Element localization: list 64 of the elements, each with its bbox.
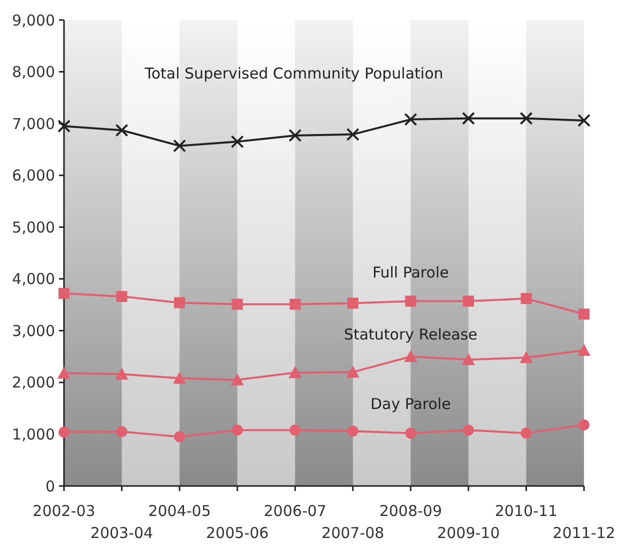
point — [462, 296, 474, 307]
point — [58, 426, 70, 438]
point — [115, 124, 128, 137]
y-tick-label: 1,000 — [12, 425, 55, 444]
x-tick-label: 2003-04 — [90, 524, 154, 542]
x-tick-label: 2009-10 — [437, 524, 500, 542]
point — [58, 288, 70, 299]
point — [58, 366, 70, 379]
y-tick-label: 6,000 — [12, 166, 55, 185]
y-tick-label: 8,000 — [12, 63, 55, 82]
point — [405, 296, 416, 307]
y-tick-label: 7,000 — [12, 114, 55, 133]
point — [174, 297, 186, 308]
point — [58, 120, 70, 133]
text: Total Supervised Community Population — [144, 64, 444, 82]
x-tick-label: 2010-11 — [494, 502, 558, 520]
point — [173, 139, 186, 152]
point — [462, 112, 475, 125]
point — [232, 298, 243, 310]
x-tick-label: 2011-12 — [552, 524, 616, 542]
point — [115, 368, 128, 380]
point — [232, 424, 243, 436]
y-tick-label: 5,000 — [12, 218, 55, 236]
x-tick-label: 2002-03 — [32, 502, 96, 520]
y-tick-label: 4,000 — [12, 270, 55, 288]
y-tick-label: 2,000 — [12, 374, 55, 392]
point — [346, 128, 360, 141]
point — [578, 308, 590, 320]
x-tick-label: 2006-07 — [264, 502, 326, 520]
point — [290, 298, 301, 310]
point — [116, 426, 128, 438]
point — [520, 351, 533, 364]
x-tick-label: 2007-08 — [322, 524, 384, 542]
series-label: Statutory Release — [344, 325, 478, 344]
point — [347, 298, 358, 309]
x-tick-label: 2004-05 — [148, 502, 211, 520]
point — [290, 424, 301, 436]
point — [405, 428, 416, 439]
point — [288, 366, 302, 378]
point — [230, 135, 244, 148]
point — [288, 128, 302, 142]
series-label: Full Parole — [372, 263, 449, 282]
point — [462, 424, 474, 436]
point — [520, 428, 532, 439]
point — [347, 426, 358, 437]
point — [173, 372, 186, 384]
point — [520, 112, 533, 125]
point — [578, 114, 590, 127]
point — [578, 419, 590, 430]
y-tick-label: 3,000 — [12, 322, 55, 340]
point — [578, 344, 590, 356]
point — [174, 431, 186, 442]
point — [346, 366, 360, 378]
point — [230, 373, 244, 386]
point — [116, 290, 128, 302]
point — [404, 350, 418, 362]
series-label: Day Parole — [370, 394, 451, 413]
x-tick-label: 2008-09 — [379, 502, 442, 520]
y-tick-label: 0 — [45, 477, 55, 496]
x-tick-label: 2005-06 — [206, 524, 269, 542]
y-tick-label: 9,000 — [12, 11, 55, 30]
point — [404, 112, 418, 126]
point — [462, 353, 475, 366]
point — [520, 293, 532, 304]
